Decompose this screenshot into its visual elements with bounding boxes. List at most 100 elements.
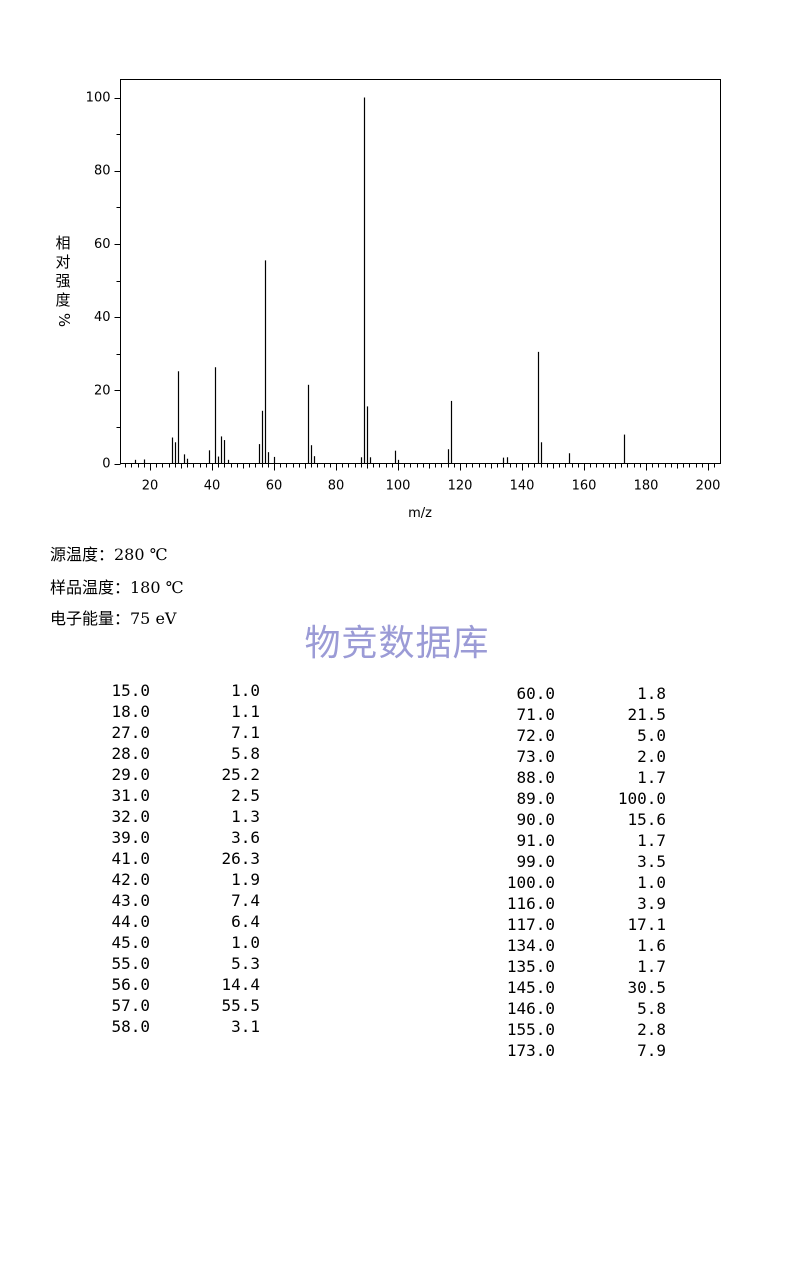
table-row: 32.0 1.3	[0, 806, 300, 827]
mz-value: 89.0	[516, 789, 555, 808]
y-tick-label: 40	[94, 310, 111, 325]
mz-value: 73.0	[516, 747, 555, 766]
x-tick-label: 160	[572, 479, 597, 494]
table-row: 155.0 2.8	[0, 1019, 700, 1040]
table-row: 57.0 55.5	[0, 995, 300, 1016]
mz-value: 146.0	[506, 999, 555, 1018]
table-row: 41.0 26.3	[0, 848, 300, 869]
mz-value: 134.0	[506, 936, 555, 955]
abundance-value: 15.6	[627, 810, 666, 829]
y-tick-label: 80	[94, 164, 111, 179]
mz-value: 43.0	[111, 891, 150, 910]
table-row: 18.0 1.1	[0, 701, 300, 722]
table-row: 135.0 1.7	[0, 956, 700, 977]
table-row: 71.0 21.5	[0, 704, 700, 725]
table-row: 39.0 3.6	[0, 827, 300, 848]
y-tick-label: 100	[86, 91, 111, 106]
mz-value: 90.0	[516, 810, 555, 829]
x-tick-label: 180	[634, 479, 659, 494]
abundance-value: 5.8	[637, 999, 666, 1018]
mz-value: 42.0	[111, 870, 150, 889]
table-row: 173.0 7.9	[0, 1040, 700, 1061]
table-row: 90.0 15.6	[0, 809, 700, 830]
abundance-value: 1.7	[637, 831, 666, 850]
table-row: 72.0 5.0	[0, 725, 700, 746]
mz-value: 145.0	[506, 978, 555, 997]
table-row: 27.0 7.1	[0, 722, 300, 743]
abundance-value: 3.6	[231, 828, 260, 847]
mz-value: 55.0	[111, 954, 150, 973]
mz-value: 71.0	[516, 705, 555, 724]
table-row: 99.0 3.5	[0, 851, 700, 872]
mz-value: 91.0	[516, 831, 555, 850]
mz-value: 58.0	[111, 1017, 150, 1036]
mz-value: 31.0	[111, 786, 150, 805]
abundance-value: 7.4	[231, 891, 260, 910]
table-row: 100.0 1.0	[0, 872, 700, 893]
abundance-value: 14.4	[221, 975, 260, 994]
y-axis-label-char: 相	[55, 234, 70, 252]
sample-temperature: 样品温度：180 ℃	[50, 578, 184, 597]
abundance-value: 1.8	[637, 684, 666, 703]
mz-value: 41.0	[111, 849, 150, 868]
table-row: 89.0 100.0	[0, 788, 700, 809]
table-row: 116.0 3.9	[0, 893, 700, 914]
mz-value: 44.0	[111, 912, 150, 931]
mz-value: 135.0	[506, 957, 555, 976]
y-axis-label-char: %	[55, 313, 73, 327]
abundance-value: 5.0	[637, 726, 666, 745]
abundance-value: 2.8	[637, 1020, 666, 1039]
x-tick-label: 200	[696, 479, 721, 494]
mz-value: 155.0	[506, 1020, 555, 1039]
abundance-value: 30.5	[627, 978, 666, 997]
table-row: 117.0 17.1	[0, 914, 700, 935]
mz-value: 117.0	[506, 915, 555, 934]
abundance-value: 5.8	[231, 744, 260, 763]
abundance-value: 1.1	[231, 702, 260, 721]
abundance-value: 25.2	[221, 765, 260, 784]
x-tick-label: 20	[142, 479, 159, 494]
table-row: 44.0 6.4	[0, 911, 300, 932]
abundance-value: 3.9	[637, 894, 666, 913]
mz-value: 18.0	[111, 702, 150, 721]
x-axis-label: m/z	[408, 506, 432, 521]
y-tick-label: 0	[102, 457, 110, 472]
table-row: 31.0 2.5	[0, 785, 300, 806]
x-tick-label: 100	[386, 479, 411, 494]
x-tick-label: 60	[266, 479, 283, 494]
table-row: 58.0 3.1	[0, 1016, 300, 1037]
table-row: 88.0 1.7	[0, 767, 700, 788]
abundance-value: 1.7	[637, 768, 666, 787]
mz-value: 60.0	[516, 684, 555, 703]
watermark-text: 物竞数据库	[304, 623, 490, 664]
mz-value: 100.0	[506, 873, 555, 892]
mz-value: 116.0	[506, 894, 555, 913]
abundance-value: 7.1	[231, 723, 260, 742]
mz-value: 173.0	[506, 1041, 555, 1060]
source-temperature: 源温度：280 ℃	[50, 545, 168, 564]
mz-value: 29.0	[111, 765, 150, 784]
table-row: 60.0 1.8	[0, 683, 700, 704]
mz-value: 45.0	[111, 933, 150, 952]
y-tick-label: 20	[94, 383, 111, 398]
y-axis-label-char: 度	[55, 291, 70, 309]
abundance-value: 2.0	[637, 747, 666, 766]
abundance-value: 1.0	[231, 933, 260, 952]
peak-table-right: 60.0 1.8 71.0 21.5 72.0 5.0 73.0 2.0 88.0 1.7 89.0…	[0, 683, 700, 1061]
table-row: 55.0 5.3	[0, 953, 300, 974]
y-tick-label: 60	[94, 237, 111, 252]
abundance-value: 100.0	[617, 789, 666, 808]
y-axis: 0 20 40 60 80 100	[86, 91, 121, 472]
x-tick-label: 80	[328, 479, 345, 494]
mz-value: 28.0	[111, 744, 150, 763]
mz-value: 88.0	[516, 768, 555, 787]
x-axis: 20 40 60 80 100 120 140 160 180 200	[125, 463, 721, 494]
table-row: 28.0 5.8	[0, 743, 300, 764]
abundance-value: 1.0	[637, 873, 666, 892]
abundance-value: 3.5	[637, 852, 666, 871]
mz-value: 39.0	[111, 828, 150, 847]
abundance-value: 1.0	[231, 681, 260, 700]
peak-bars	[134, 97, 626, 464]
